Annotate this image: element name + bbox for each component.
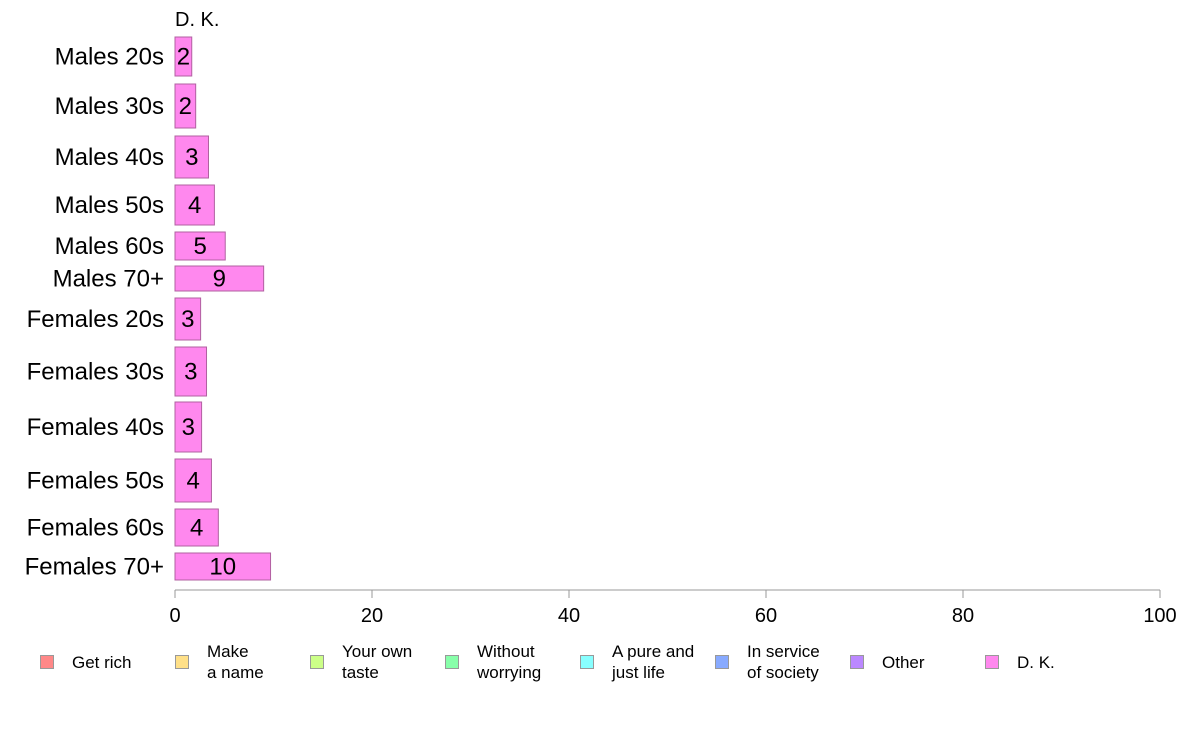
legend-label: Your own taste	[342, 642, 413, 682]
bar-value-label: 9	[213, 266, 226, 293]
legend-item: Without worrying	[445, 640, 541, 684]
bar	[174, 458, 212, 503]
x-tick-label: 0	[169, 605, 180, 627]
bar	[174, 83, 197, 129]
legend-item: A pure and just life	[580, 640, 694, 684]
category-label: Males 60s	[55, 233, 164, 260]
legend-swatch	[715, 655, 729, 669]
category-label: Females 70+	[25, 554, 164, 581]
category-label: Males 70+	[53, 266, 164, 293]
x-tick-label: 80	[952, 605, 974, 627]
category-label: Males 40s	[55, 144, 164, 171]
legend-item: In service of society	[715, 640, 820, 684]
legend-label: Without worrying	[477, 642, 542, 682]
legend-label: D. K.	[1017, 652, 1055, 672]
legend-swatch	[310, 655, 324, 669]
bar-value-label: 3	[182, 414, 195, 441]
legend-label: Get rich	[72, 652, 132, 672]
bar-value-label: 4	[187, 468, 200, 495]
bar-value-label: 2	[177, 44, 190, 71]
x-tick-label: 60	[755, 605, 777, 627]
legend-item: Get rich	[40, 640, 132, 684]
legend-label: Make a name	[207, 642, 264, 682]
legend-label: Other	[882, 652, 925, 672]
bar-value-label: 3	[184, 359, 197, 386]
legend-item: Other	[850, 640, 925, 684]
category-label: Females 50s	[27, 468, 164, 495]
category-label: Females 20s	[27, 306, 164, 333]
legend-swatch	[175, 655, 189, 669]
legend-swatch	[445, 655, 459, 669]
legend-swatch	[850, 655, 864, 669]
bar	[174, 36, 193, 77]
legend-item: Make a name	[175, 640, 264, 684]
bar-value-label: 3	[185, 144, 198, 171]
bar	[174, 265, 265, 292]
x-tick-label: 100	[1143, 605, 1176, 627]
legend-label: A pure and just life	[612, 642, 695, 682]
legend-item: D. K.	[985, 640, 1055, 684]
bar	[174, 346, 208, 397]
bar	[174, 552, 272, 581]
bar-chart: D. K. Males 20s 2 Males 30s 2 Males 40s 3 Males…	[25, 9, 1177, 627]
bar-value-label: 2	[179, 93, 192, 120]
bar	[174, 297, 202, 341]
legend-label: In service of society	[747, 642, 820, 682]
legend-swatch	[580, 655, 594, 669]
legend-swatch	[40, 655, 54, 669]
category-label: Males 30s	[55, 93, 164, 120]
x-tick-label: 40	[558, 605, 580, 627]
bar-value-label: 10	[209, 554, 236, 581]
bar-value-label: 4	[188, 192, 201, 219]
bar	[174, 184, 215, 226]
category-label: Males 20s	[55, 44, 164, 71]
category-label: Females 60s	[27, 515, 164, 542]
legend-item: Your own taste	[310, 640, 412, 684]
bar	[174, 135, 209, 179]
bar-value-label: 5	[193, 233, 206, 260]
bar-value-label: 3	[181, 306, 194, 333]
category-label: Males 50s	[55, 192, 164, 219]
legend: Get rich Make a name Your own taste Without…	[0, 640, 1188, 690]
bar	[174, 508, 219, 547]
legend-swatch	[985, 655, 999, 669]
category-label: Females 30s	[27, 359, 164, 386]
category-label: Females 40s	[27, 414, 164, 441]
bar	[174, 401, 203, 453]
column-title: D. K.	[175, 9, 219, 31]
bar	[174, 231, 226, 261]
x-tick-label: 20	[361, 605, 383, 627]
bar-value-label: 4	[190, 515, 203, 542]
